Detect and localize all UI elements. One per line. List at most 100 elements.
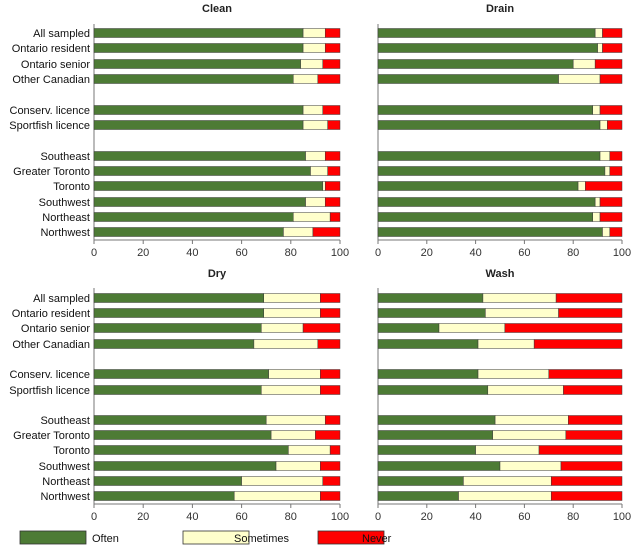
bar-northwest-sometimes (283, 227, 314, 237)
category-label: Toronto (53, 181, 90, 193)
category-label: All sampled (33, 28, 90, 40)
bar-sportfish-licence-often (377, 120, 601, 130)
bar-toronto-never (324, 181, 341, 191)
bar-sportfish-licence-often (377, 385, 489, 395)
bar-northeast-never (599, 212, 623, 222)
bar-conserv-licence-never (548, 369, 623, 379)
bar-toronto-sometimes (322, 181, 326, 191)
category-label: Toronto (53, 445, 90, 457)
bar-southwest-never (320, 461, 341, 471)
bar-sportfish-licence-sometimes (599, 120, 608, 130)
bar-toronto-never (585, 181, 623, 191)
panel-title: Wash (486, 268, 515, 280)
panel-drain: Drain 0 20 40 60 80 100 (375, 3, 631, 259)
bar-other-canadian-sometimes (253, 339, 319, 349)
bar-conserv-licence-never (599, 105, 623, 115)
bar-northeast-sometimes (592, 212, 601, 222)
bar-northwest-often (377, 227, 603, 237)
bar-southwest-sometimes (499, 461, 562, 471)
bar-ontario-resident-often (93, 308, 264, 318)
bar-ontario-senior-often (377, 59, 574, 69)
x-tick-label: 20 (421, 511, 433, 523)
bar-toronto-often (93, 181, 324, 191)
panel-title: Dry (208, 268, 227, 280)
bar-toronto-sometimes (288, 445, 331, 455)
bar-ontario-senior-often (93, 323, 262, 333)
x-tick-label: 100 (613, 511, 631, 523)
bar-northeast-never (329, 212, 341, 222)
bar-all-sampled-never (602, 28, 623, 38)
bar-ontario-resident-often (377, 308, 486, 318)
bar-sportfish-licence-sometimes (261, 385, 321, 395)
category-label: Conserv. licence (10, 369, 91, 381)
bar-northwest-never (609, 227, 623, 237)
bar-ontario-resident-never (324, 43, 341, 53)
bar-ontario-resident-sometimes (302, 43, 326, 53)
bar-ontario-senior-often (377, 323, 440, 333)
bar-northeast-often (377, 476, 464, 486)
bar-southeast-never (568, 415, 623, 425)
bar-greater-toronto-never (609, 166, 623, 176)
bar-southwest-sometimes (275, 461, 321, 471)
bar-toronto-never (329, 445, 341, 455)
bar-other-canadian-sometimes (477, 339, 535, 349)
bar-sportfish-licence-often (93, 385, 262, 395)
bar-northwest-never (312, 227, 341, 237)
legend-swatch-often (19, 530, 87, 545)
panel-wash: Wash 0 20 40 60 80 100 (375, 268, 631, 523)
bar-other-canadian-often (93, 339, 255, 349)
bar-southeast-never (609, 151, 623, 161)
bar-conserv-licence-sometimes (268, 369, 321, 379)
bar-southeast-often (377, 151, 601, 161)
bar-southwest-often (377, 197, 596, 207)
bar-other-canadian-never (317, 339, 341, 349)
bar-other-canadian-sometimes (293, 74, 319, 84)
bar-greater-toronto-often (93, 430, 272, 440)
bar-ontario-resident-never (558, 308, 623, 318)
bar-southwest-never (599, 197, 623, 207)
bar-southwest-often (93, 461, 277, 471)
bar-ontario-senior-sometimes (438, 323, 506, 333)
bar-greater-toronto-sometimes (310, 166, 328, 176)
bar-ontario-resident-often (377, 43, 598, 53)
bar-sportfish-licence-never (563, 385, 623, 395)
bar-sportfish-licence-sometimes (487, 385, 564, 395)
x-tick-label: 40 (469, 247, 481, 259)
category-label: All sampled (33, 293, 90, 305)
x-tick-label: 80 (567, 511, 579, 523)
bar-southwest-often (93, 197, 306, 207)
legend-label-sometimes: Sometimes (234, 533, 290, 545)
bar-greater-toronto-often (377, 166, 606, 176)
bar-all-sampled-never (320, 293, 341, 303)
category-label: Other Canadian (12, 74, 90, 86)
bar-conserv-licence-sometimes (592, 105, 601, 115)
category-label: Ontario resident (12, 43, 90, 55)
bar-southwest-sometimes (594, 197, 601, 207)
panel-dry: Dry All sampled Ontario resident Ontario se… (9, 268, 349, 523)
bar-toronto-often (377, 181, 579, 191)
x-tick-label: 100 (331, 247, 349, 259)
bar-greater-toronto-never (315, 430, 341, 440)
legend-label-never: Never (362, 533, 392, 545)
bar-southeast-often (377, 415, 496, 425)
bar-all-sampled-sometimes (482, 293, 557, 303)
bar-sportfish-licence-sometimes (302, 120, 328, 130)
bar-southeast-never (324, 415, 341, 425)
bar-toronto-sometimes (475, 445, 540, 455)
bar-all-sampled-never (555, 293, 623, 303)
bar-other-canadian-often (377, 74, 559, 84)
bar-sportfish-licence-never (607, 120, 623, 130)
bar-northwest-often (377, 491, 459, 501)
bar-ontario-senior-sometimes (261, 323, 304, 333)
bar-other-canadian-never (599, 74, 623, 84)
category-label: Ontario senior (21, 59, 90, 71)
x-tick-label: 80 (567, 247, 579, 259)
bar-greater-toronto-often (377, 430, 493, 440)
bar-other-canadian-often (377, 339, 479, 349)
bar-ontario-senior-sometimes (572, 59, 596, 69)
x-tick-label: 0 (375, 511, 381, 523)
bar-southeast-sometimes (494, 415, 569, 425)
bar-other-canadian-never (533, 339, 623, 349)
bar-northeast-never (550, 476, 623, 486)
